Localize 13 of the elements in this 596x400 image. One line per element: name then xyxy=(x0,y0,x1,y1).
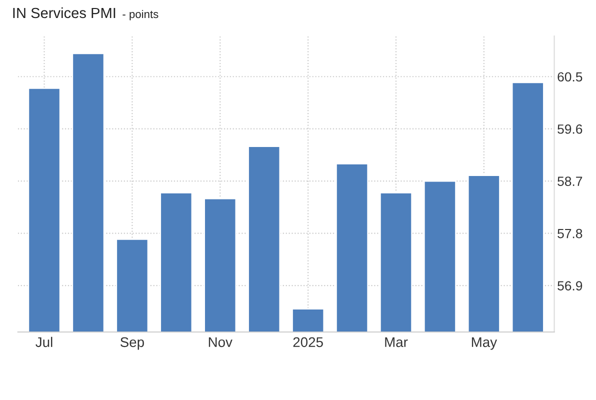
x-tick-label: Sep xyxy=(120,337,144,350)
x-tick-label: Nov xyxy=(208,337,232,348)
x-tick-label: Mar xyxy=(385,337,408,348)
y-tick-label: 58.7 xyxy=(558,176,582,186)
y-tick-label: 59.6 xyxy=(558,124,582,134)
y-tick-label: 57.8 xyxy=(558,228,582,238)
y-tick-label: 60.5 xyxy=(558,72,582,82)
x-tick-label: Jul xyxy=(36,336,52,348)
y-tick-label: 56.9 xyxy=(558,281,582,290)
chart-subtitle: - points xyxy=(122,10,158,20)
chart-title: IN Services PMI xyxy=(13,7,116,18)
x-tick-label: 2025 xyxy=(293,337,323,348)
x-tick-label: May xyxy=(472,337,498,350)
